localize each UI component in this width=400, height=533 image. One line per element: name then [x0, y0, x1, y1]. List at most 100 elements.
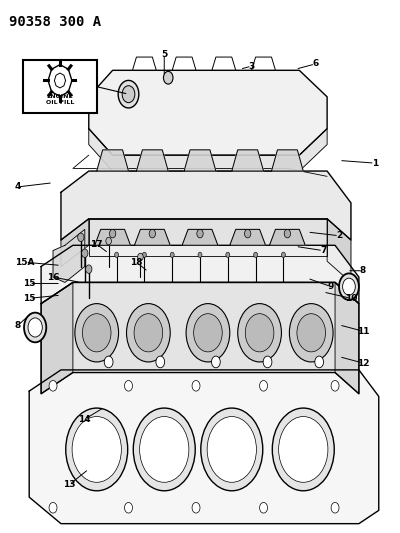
Text: 5: 5: [161, 50, 167, 59]
Polygon shape: [230, 229, 266, 245]
Polygon shape: [272, 150, 303, 171]
Circle shape: [186, 304, 230, 362]
Circle shape: [78, 233, 84, 241]
Circle shape: [260, 381, 268, 391]
Polygon shape: [327, 219, 351, 282]
Circle shape: [86, 265, 92, 273]
Circle shape: [24, 313, 46, 342]
Polygon shape: [41, 282, 359, 394]
Text: 15A: 15A: [16, 258, 35, 266]
Circle shape: [282, 252, 286, 257]
Text: 10: 10: [345, 294, 357, 303]
Circle shape: [197, 229, 203, 238]
Polygon shape: [61, 219, 89, 266]
Circle shape: [244, 229, 251, 238]
Text: 15: 15: [23, 294, 36, 303]
Circle shape: [72, 417, 121, 482]
FancyBboxPatch shape: [23, 60, 97, 113]
Circle shape: [49, 503, 57, 513]
Polygon shape: [53, 229, 85, 282]
Text: 8: 8: [14, 321, 20, 330]
Polygon shape: [89, 70, 327, 155]
Text: 16: 16: [47, 272, 59, 281]
Circle shape: [198, 252, 202, 257]
Circle shape: [149, 229, 156, 238]
Text: 8: 8: [360, 266, 366, 275]
Circle shape: [164, 71, 173, 84]
Text: 3: 3: [248, 62, 255, 70]
Circle shape: [192, 503, 200, 513]
Text: 9: 9: [328, 282, 334, 291]
Polygon shape: [182, 229, 218, 245]
Circle shape: [201, 408, 263, 491]
Circle shape: [118, 80, 139, 108]
Circle shape: [110, 229, 116, 238]
Text: 12: 12: [357, 359, 369, 367]
Circle shape: [238, 304, 282, 362]
Text: 15: 15: [23, 279, 36, 288]
Circle shape: [212, 356, 220, 368]
Polygon shape: [41, 282, 73, 394]
Circle shape: [106, 237, 112, 245]
Circle shape: [82, 314, 111, 352]
Text: 4: 4: [14, 182, 20, 191]
Circle shape: [343, 278, 355, 295]
Polygon shape: [29, 370, 379, 523]
Polygon shape: [41, 245, 359, 304]
Circle shape: [82, 249, 88, 257]
Polygon shape: [136, 150, 168, 171]
Circle shape: [138, 253, 143, 261]
Polygon shape: [270, 229, 305, 245]
Text: ENGINE
OIL FILL: ENGINE OIL FILL: [46, 94, 74, 105]
Circle shape: [284, 229, 290, 238]
Text: 14: 14: [78, 415, 91, 424]
Circle shape: [122, 86, 135, 103]
Circle shape: [142, 252, 146, 257]
Text: 1: 1: [372, 159, 378, 167]
Circle shape: [156, 356, 165, 368]
Circle shape: [75, 304, 118, 362]
Circle shape: [289, 304, 333, 362]
Circle shape: [134, 314, 163, 352]
Circle shape: [339, 273, 359, 300]
Polygon shape: [95, 229, 130, 245]
Circle shape: [66, 408, 128, 491]
Circle shape: [170, 252, 174, 257]
Text: 7: 7: [320, 246, 326, 255]
Circle shape: [272, 408, 334, 491]
Text: 13: 13: [63, 480, 75, 489]
Text: 11: 11: [357, 327, 369, 336]
Circle shape: [331, 381, 339, 391]
Circle shape: [133, 408, 195, 491]
Circle shape: [104, 356, 113, 368]
Polygon shape: [97, 150, 128, 171]
Circle shape: [226, 252, 230, 257]
Text: 2: 2: [336, 231, 342, 240]
Polygon shape: [232, 150, 264, 171]
Polygon shape: [335, 282, 359, 394]
Circle shape: [331, 503, 339, 513]
Circle shape: [315, 356, 324, 368]
Polygon shape: [89, 219, 327, 256]
Circle shape: [28, 318, 42, 337]
Polygon shape: [184, 150, 216, 171]
Circle shape: [279, 417, 328, 482]
Circle shape: [245, 314, 274, 352]
Circle shape: [254, 252, 258, 257]
Text: 17: 17: [90, 240, 103, 249]
Polygon shape: [134, 229, 170, 245]
Circle shape: [124, 381, 132, 391]
Circle shape: [49, 381, 57, 391]
Polygon shape: [89, 128, 327, 171]
Circle shape: [194, 314, 222, 352]
Circle shape: [126, 304, 170, 362]
Polygon shape: [61, 171, 351, 240]
Text: 6: 6: [312, 60, 318, 68]
Text: 18: 18: [130, 258, 143, 266]
Circle shape: [260, 503, 268, 513]
Circle shape: [192, 381, 200, 391]
Text: 90358 300 A: 90358 300 A: [9, 14, 102, 29]
Circle shape: [124, 503, 132, 513]
Circle shape: [263, 356, 272, 368]
Circle shape: [140, 417, 189, 482]
